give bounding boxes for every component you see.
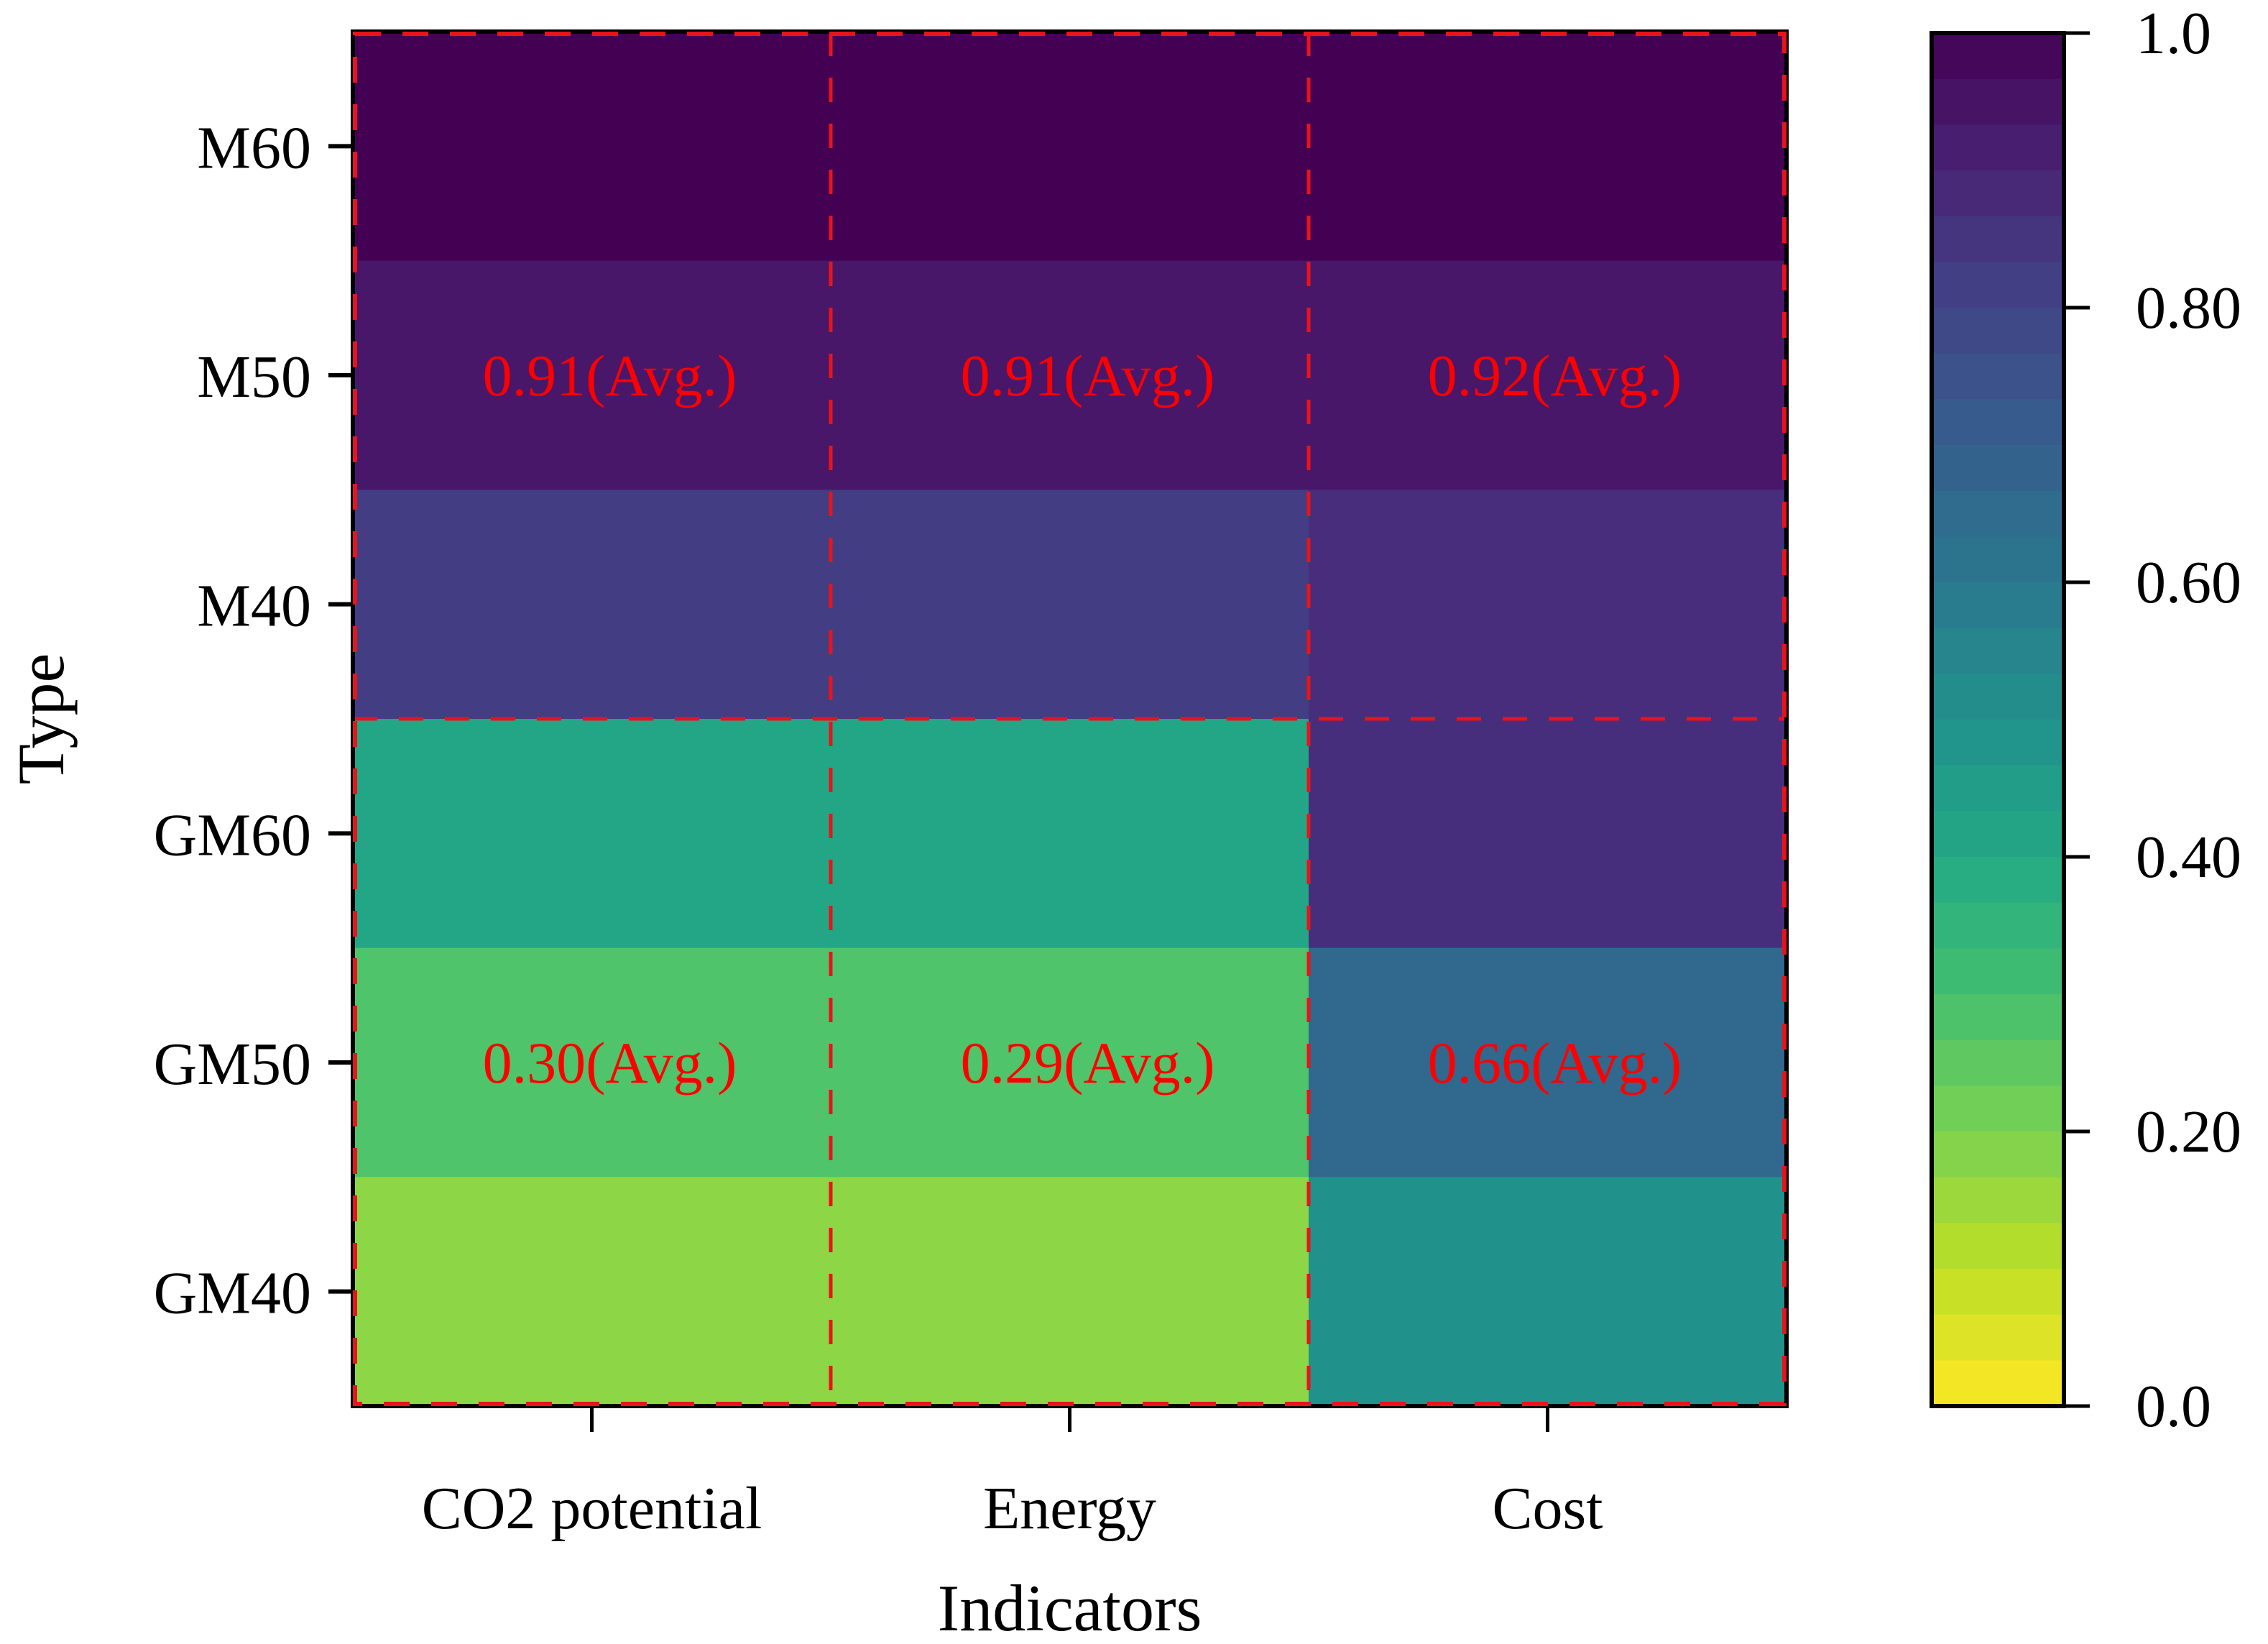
colorbar-band [1932,1131,2064,1178]
x-axis-title: Indicators [938,1571,1202,1644]
colorbar-band [1932,902,2064,950]
colorbar-band [1932,1314,2064,1361]
colorbar-frame [1930,31,2066,1408]
colorbar-band [1932,582,2064,629]
heatmap-cell-M50-0 [353,260,831,491]
colorbar-tick-label: 1.0 [2136,0,2211,67]
frame-dash-line [353,32,1787,1406]
colorbar-band [1932,1223,2064,1269]
colorbar-band [1932,1039,2064,1087]
colorbar-tick-label: 0.60 [2136,549,2241,616]
heatmap-cell-GM40-0 [353,1177,831,1407]
colorbar-band [1932,445,2064,492]
colorbar-band [1932,308,2064,354]
colorbar-band [1932,1360,2064,1407]
colorbar-band [1932,811,2064,858]
colorbar-band [1932,1177,2064,1224]
colorbar: 0.0 0.20 0.40 0.60 0.80 1.0 [1930,0,2241,1440]
heatmap-cell-M40-2 [1309,490,1787,720]
colorbar-band [1932,78,2064,126]
heatmap-cell-GM60-1 [831,719,1309,949]
colorbar-band [1932,948,2064,995]
colorbar-tick-label: 0.0 [2136,1373,2211,1440]
x-axis: CO2 potential Energy Cost [422,1406,1603,1542]
group-boxes [353,32,1787,1406]
colorbar-band [1932,674,2064,720]
colorbar-band [1932,353,2064,400]
colorbar-band [1932,994,2064,1041]
y-tick-label: GM60 [154,802,311,868]
y-tick-label: GM40 [154,1260,311,1327]
y-axis-title: Type [4,653,78,785]
heatmap-cell-GM60-0 [353,719,831,949]
heatmap-cell-GM50-2 [1309,947,1787,1178]
y-tick-label: M60 [197,114,311,181]
colorbar-tick-label: 0.40 [2136,824,2241,891]
heatmap-cell-GM50-1 [831,947,1309,1178]
colorbar-band [1932,628,2064,675]
heatmap-cell-M40-0 [353,490,831,720]
x-tick-label: CO2 potential [422,1475,762,1542]
x-tick-label: Energy [983,1475,1156,1542]
colorbar-tick-label: 0.20 [2136,1098,2241,1165]
heatmap-cell-M50-2 [1309,260,1787,491]
heatmap-cell-M50-1 [831,260,1309,491]
heatmap-cell-M40-1 [831,490,1309,720]
cell-annotation: 0.29(Avg.) [961,1030,1215,1096]
colorbar-band [1932,536,2064,583]
plot-frame-dash [353,32,1787,1406]
colorbar-band [1932,33,2064,80]
colorbar-band [1932,124,2064,171]
annotations: 0.91(Avg.) 0.91(Avg.) 0.92(Avg.) 0.30(Avg.)… [483,343,1682,1096]
colorbar-band [1932,857,2064,904]
colorbar-band [1932,1085,2064,1132]
y-tick-label: GM50 [154,1031,311,1098]
heatmap-cell-GM40-2 [1309,1177,1787,1407]
heatmap-cell-M60-2 [1309,32,1787,262]
cell-annotation: 0.30(Avg.) [483,1030,737,1096]
colorbar-band [1932,216,2064,263]
colorbar-band [1932,399,2064,446]
cell-annotation: 0.66(Avg.) [1428,1030,1682,1096]
heatmap-cells [353,32,1787,1407]
colorbar-tick-label: 0.80 [2136,275,2241,341]
colorbar-band [1932,262,2064,308]
colorbar-band [1932,490,2064,538]
colorbar-band [1932,765,2064,812]
colorbar-band [1932,720,2064,766]
heatmap-cell-GM60-2 [1309,719,1787,949]
cell-annotation: 0.91(Avg.) [483,343,737,408]
y-axis: M60 M50 M40 GM60 GM50 GM40 [154,114,353,1327]
colorbar-band [1932,1269,2064,1315]
y-tick-label: M50 [197,344,311,410]
heatmap-cell-M60-0 [353,32,831,262]
heatmap-cell-GM40-1 [831,1177,1309,1407]
heatmap-cell-GM50-0 [353,947,831,1178]
heatmap-cell-M60-1 [831,32,1309,262]
cell-annotation: 0.92(Avg.) [1428,343,1682,408]
cell-annotation: 0.91(Avg.) [961,343,1215,408]
y-tick-label: M40 [197,573,311,640]
x-tick-label: Cost [1492,1475,1603,1542]
colorbar-band [1932,170,2064,217]
